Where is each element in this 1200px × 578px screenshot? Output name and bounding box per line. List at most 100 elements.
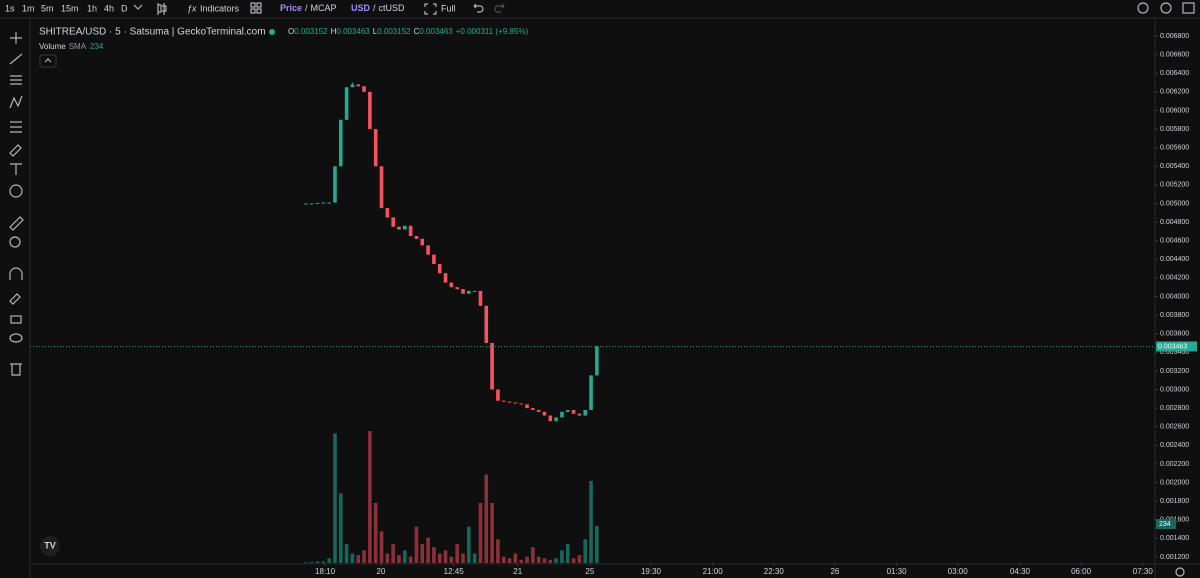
mcap-option[interactable]: MCAP <box>311 3 337 13</box>
x-tick-label: 21:00 <box>703 567 724 576</box>
price-option[interactable]: Price <box>280 3 302 13</box>
y-tick-label: 0.006600 <box>1160 51 1189 58</box>
volume-bar <box>403 550 407 563</box>
ctusd-option[interactable]: ctUSD <box>379 3 406 13</box>
fullscreen-button[interactable]: Full <box>441 3 456 13</box>
magnet-tool[interactable] <box>9 267 23 280</box>
candle-body <box>484 305 489 344</box>
pattern-tool[interactable] <box>9 95 23 109</box>
currency-toggle[interactable]: USD / ctUSD <box>351 3 405 13</box>
delete-tool[interactable] <box>10 363 22 376</box>
candle-body <box>356 84 361 87</box>
candle-body <box>338 119 343 167</box>
screenshot-button[interactable] <box>1182 2 1195 14</box>
candle-body <box>344 87 349 120</box>
visibility-tool[interactable] <box>9 333 23 343</box>
volume-bar <box>560 550 564 563</box>
close-value: 0.003463 <box>419 27 453 36</box>
lock-drawing-tool[interactable] <box>9 293 21 305</box>
x-tick-label: 20 <box>376 567 385 576</box>
emoji-tool[interactable] <box>9 184 23 198</box>
low-value: 0.003152 <box>377 27 411 36</box>
candle-body <box>583 409 588 416</box>
volume-bar <box>519 559 524 563</box>
interval-button[interactable]: 5m <box>41 3 54 13</box>
interval-dropdown[interactable] <box>133 4 143 10</box>
candle-body <box>408 225 413 237</box>
candle-body <box>525 404 529 409</box>
interval-button[interactable]: 1s <box>5 3 15 13</box>
separator: / <box>373 3 376 13</box>
interval-button[interactable]: D <box>121 3 128 13</box>
candle-body <box>350 84 355 88</box>
fullscreen-icon[interactable] <box>424 3 437 15</box>
brush-tool[interactable] <box>9 144 22 157</box>
ruler-tool[interactable] <box>9 216 24 231</box>
x-tick-label: 25 <box>585 567 594 576</box>
interval-button[interactable]: 4h <box>104 3 114 13</box>
candle-body <box>379 166 384 209</box>
layouts-button[interactable] <box>250 2 262 14</box>
volume-bar <box>548 559 553 563</box>
candle-body <box>449 282 454 288</box>
x-tick-label: 01:30 <box>887 567 908 576</box>
candle-body <box>461 289 465 294</box>
zoom-tool[interactable] <box>9 236 21 248</box>
y-tick-label: 0.003000 <box>1160 386 1189 393</box>
volume-label: Volume <box>39 42 66 51</box>
collapse-legend-button[interactable] <box>39 54 57 68</box>
candle-body <box>321 202 326 204</box>
volume-bar <box>414 526 419 563</box>
candle-body <box>426 245 430 255</box>
text-tool[interactable] <box>10 163 22 175</box>
volume-bar <box>362 550 366 563</box>
usd-option[interactable]: USD <box>351 3 371 13</box>
indicators-button[interactable]: Indicators <box>200 3 240 13</box>
crosshair-tool[interactable] <box>10 32 22 44</box>
x-tick-label: 03:00 <box>948 567 969 576</box>
volume-bar <box>379 531 384 563</box>
price-mcap-toggle[interactable]: Price / MCAP <box>280 3 337 13</box>
volume-legend: Volume SMA 234 <box>39 42 104 51</box>
y-tick-label: 0.003800 <box>1160 312 1189 319</box>
last-price-label: 0.003463 <box>1158 343 1187 350</box>
indicators-icon[interactable]: ƒx <box>187 3 197 13</box>
close-label: C <box>414 27 420 36</box>
change-value: +0.000311 (+9.85%) <box>456 27 529 36</box>
x-tick-label: 04:30 <box>1010 567 1031 576</box>
volume-bar <box>432 547 436 563</box>
candle-body <box>403 225 407 230</box>
interval-button[interactable]: 1m <box>22 3 35 13</box>
open-label: O <box>288 27 294 36</box>
x-tick-label: 18:10 <box>315 567 336 576</box>
projection-tool[interactable] <box>10 121 22 133</box>
redo-button[interactable] <box>494 3 505 13</box>
volume-bar <box>356 555 361 563</box>
x-tick-label: 19:30 <box>641 567 662 576</box>
candle-type-button[interactable] <box>157 3 167 15</box>
volume-bar <box>350 553 355 563</box>
y-tick-label: 0.006000 <box>1160 107 1189 114</box>
volume-bar <box>496 539 500 563</box>
undo-button[interactable] <box>473 3 484 13</box>
candle-body <box>507 401 512 403</box>
volume-bar <box>338 493 343 563</box>
y-tick-label: 0.005400 <box>1160 163 1189 170</box>
axis-settings-button[interactable] <box>1175 567 1185 577</box>
fib-tool[interactable] <box>10 75 22 85</box>
candle-body <box>490 343 494 390</box>
tradingview-logo[interactable] <box>40 536 60 556</box>
trendline-tool[interactable] <box>9 53 23 65</box>
lock-tool[interactable] <box>10 315 22 324</box>
settings-button[interactable] <box>1160 2 1172 14</box>
volume-bar <box>426 537 430 563</box>
search-button[interactable] <box>1137 2 1149 14</box>
plot-area: 0.006800 0.006600 0.006400 0.006200 0.006000… <box>30 33 1197 576</box>
volume-bar <box>408 556 413 563</box>
interval-button[interactable]: 15m <box>61 3 79 13</box>
y-tick-label: 0.006400 <box>1160 70 1189 77</box>
y-tick-label: 0.002000 <box>1160 479 1189 486</box>
interval-button[interactable]: 1h <box>87 3 97 13</box>
